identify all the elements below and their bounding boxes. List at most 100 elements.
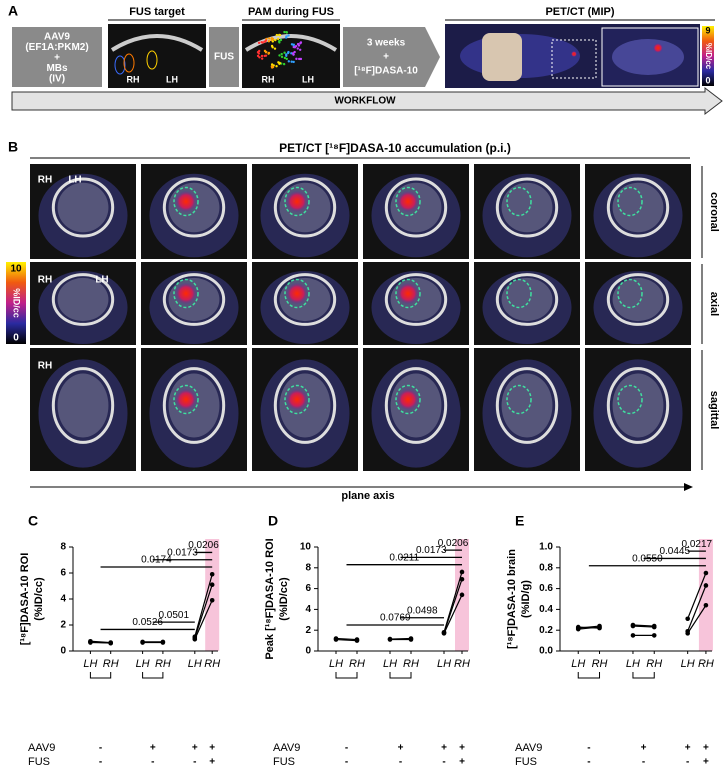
data-point [459, 569, 465, 575]
condition-sign: + [150, 743, 156, 754]
hotspot [653, 43, 663, 53]
skull [273, 273, 337, 326]
hotspot [175, 388, 197, 411]
group-bracket [142, 672, 164, 679]
step-text: [¹⁸F]DASA-10 [354, 66, 418, 77]
skull [51, 367, 115, 444]
brain [612, 182, 664, 233]
pam-dot [292, 53, 295, 56]
colorbar-max: 9 [705, 25, 710, 35]
pam-dot [285, 31, 289, 34]
brain [57, 182, 109, 233]
pam-dot [299, 42, 302, 45]
condition-sign: - [99, 743, 102, 754]
step-text: + [54, 53, 60, 64]
side-label: RH [262, 74, 275, 84]
data-point [597, 625, 602, 631]
condition-sign: + [192, 743, 198, 754]
x-tick-label: LH [681, 658, 695, 670]
data-point [333, 637, 339, 642]
condition-sign: - [345, 743, 348, 754]
condition-sign: + [209, 757, 215, 768]
data-point [209, 572, 215, 577]
condition-sign: + [703, 743, 709, 754]
condition-sign: - [587, 757, 590, 768]
condition-sign: + [641, 743, 647, 754]
head-signal [612, 39, 684, 75]
pam-dot [290, 52, 293, 55]
condition-label: FUS [28, 756, 50, 768]
panel-label: C [28, 513, 38, 529]
data-point [88, 640, 93, 645]
skull [162, 177, 226, 238]
pam-dot [264, 54, 268, 57]
pam-dot [256, 54, 260, 58]
pam-dot [285, 57, 288, 61]
hotspot [175, 190, 197, 213]
colorbar-min: 0 [13, 333, 19, 344]
pam-dot [285, 54, 288, 57]
group-bracket [89, 672, 112, 679]
step-text: (IV) [49, 74, 65, 85]
x-tick-label: RH [155, 658, 171, 670]
p-value: 0.0501 [158, 610, 189, 621]
pam-dot [299, 57, 303, 61]
group-bracket [632, 672, 655, 679]
hotspot [286, 388, 308, 411]
panel-label: E [515, 513, 524, 529]
y-axis-label: Peak [¹⁸F]DASA-10 ROI [264, 538, 276, 659]
data-point [703, 602, 709, 608]
pam-dot [292, 60, 295, 64]
pam-dot [273, 47, 277, 50]
pam-dot [274, 38, 277, 42]
workflow-label: WORKFLOW [334, 96, 396, 107]
roi [506, 186, 532, 217]
step-text: (EF1A:PKM2) [25, 42, 88, 53]
y-tick-label: 6 [305, 583, 311, 594]
pair-line [194, 600, 213, 640]
skull [495, 177, 559, 238]
roi [506, 384, 532, 415]
pair-line [632, 625, 655, 628]
pam-dot [276, 37, 280, 41]
y-axis-label: [¹⁸F]DASA-10 brain [506, 549, 518, 649]
label-bg [330, 488, 408, 502]
colorbar [6, 262, 26, 344]
pam-dot [295, 57, 298, 61]
data-point [685, 616, 690, 622]
y-tick-label: 1.0 [539, 542, 553, 553]
data-point [209, 598, 215, 603]
pam-image [242, 24, 340, 88]
y-tick-label: 4 [305, 604, 311, 615]
image-title: PAM during FUS [248, 6, 334, 18]
pam-dot [270, 65, 274, 68]
pam-dot [287, 60, 291, 63]
skull [162, 273, 226, 326]
condition-sign: + [441, 743, 447, 754]
skull [162, 367, 226, 444]
side-label: LH [68, 175, 81, 186]
pam-dot [293, 46, 297, 49]
x-tick-label: LH [188, 658, 202, 670]
x-tick-label: LH [83, 658, 97, 670]
pam-dot [298, 57, 301, 61]
group-bracket [577, 672, 601, 679]
condition-sign: - [642, 757, 645, 768]
y-axis-label: (%ID/cc) [33, 577, 45, 621]
roi [284, 384, 310, 415]
pam-dot [282, 62, 286, 66]
pam-dot [268, 37, 271, 40]
roi [617, 384, 643, 415]
hotspot [571, 51, 577, 57]
p-value: 0.0206 [188, 540, 219, 551]
x-tick-label: RH [698, 658, 714, 670]
colorbar-max: 10 [10, 264, 22, 275]
x-tick-label: LH [626, 658, 640, 670]
x-tick-label: LH [383, 658, 397, 670]
pam-dot [285, 35, 288, 38]
pair-line [389, 637, 412, 640]
pam-dot [257, 41, 261, 45]
step-box [209, 27, 239, 87]
hotspot [397, 190, 419, 213]
